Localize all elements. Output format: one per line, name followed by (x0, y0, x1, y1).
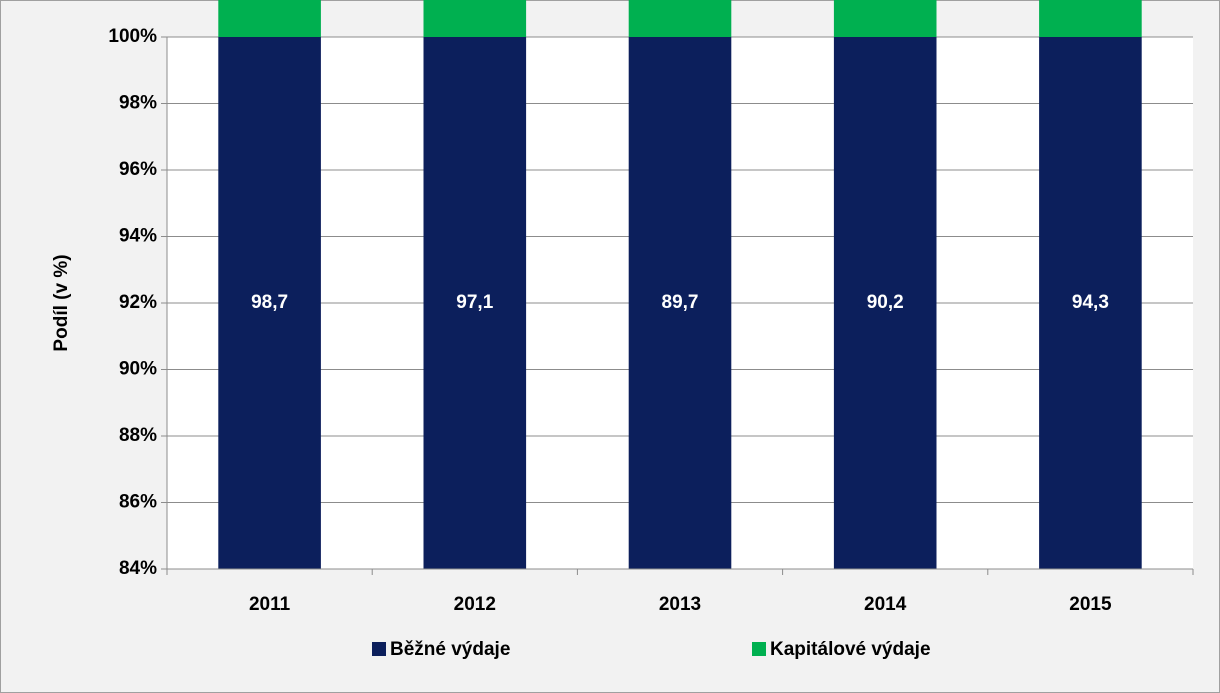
y-tick-label: 98% (119, 93, 157, 114)
bar-segment (628, 0, 732, 37)
bar-segment (423, 37, 527, 569)
bar-segment (1039, 0, 1142, 37)
x-tick-label: 2011 (249, 594, 291, 615)
x-tick-label: 2012 (454, 594, 496, 615)
data-label: 94,3 (1072, 292, 1109, 313)
bar-segment (628, 37, 732, 569)
data-label: 89,7 (662, 292, 699, 313)
bar-segment (423, 0, 527, 37)
y-tick-label: 100% (108, 26, 157, 47)
y-tick-label: 90% (119, 359, 157, 380)
x-tick-label: 2015 (1069, 594, 1112, 615)
x-tick-label: 2014 (864, 594, 907, 615)
bar-segment (218, 0, 321, 37)
legend-swatch (372, 642, 386, 656)
legend-label: Běžné výdaje (390, 639, 510, 660)
y-tick-label: 96% (119, 159, 157, 180)
y-tick-label: 84% (119, 558, 157, 579)
legend-swatch (752, 642, 766, 656)
bar-segment (833, 0, 937, 37)
data-label: 98,7 (251, 292, 288, 313)
x-tick-label: 2013 (659, 594, 701, 615)
bar-segment (218, 37, 321, 569)
data-label: 90,2 (867, 292, 904, 313)
y-tick-label: 92% (119, 292, 157, 313)
legend-label: Kapitálové výdaje (770, 639, 931, 660)
y-tick-label: 86% (119, 492, 157, 513)
y-tick-label: 94% (119, 226, 157, 247)
y-tick-label: 88% (119, 425, 157, 446)
y-axis-label: Podíl (v %) (51, 254, 72, 351)
bar-segment (1039, 37, 1142, 569)
data-label: 97,1 (456, 292, 493, 313)
bar-segment (833, 37, 937, 569)
